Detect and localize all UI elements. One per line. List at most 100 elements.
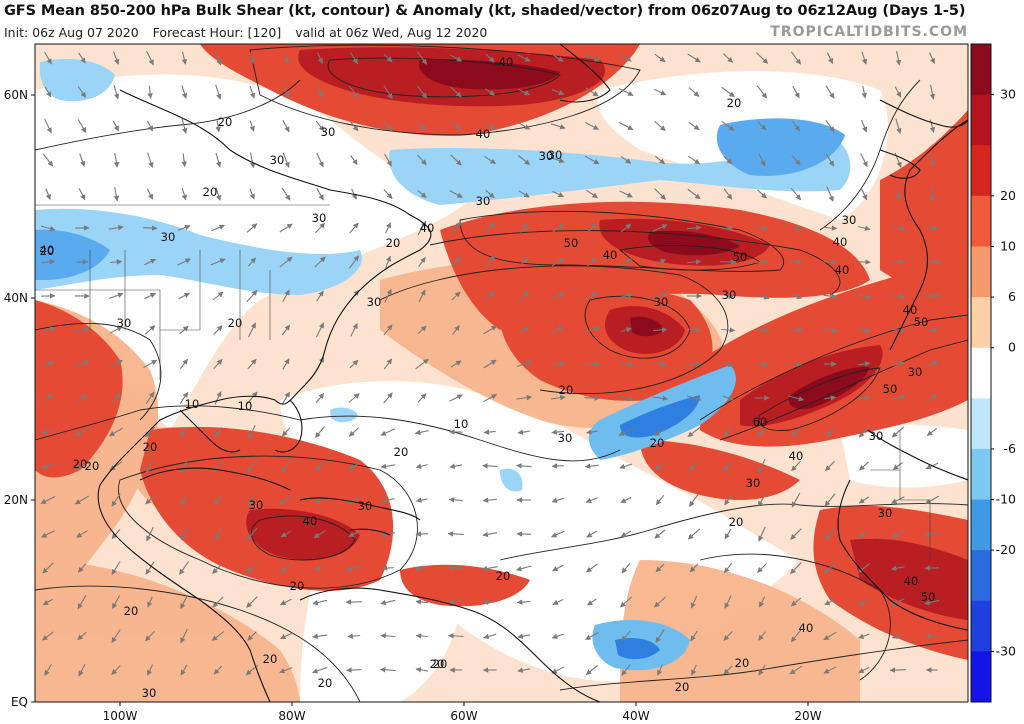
contour-value-label: 20 <box>433 657 448 671</box>
vector-arrow <box>247 257 257 267</box>
vector-arrow <box>279 256 293 268</box>
vector-arrow <box>724 595 732 609</box>
vector-arrow <box>384 153 392 167</box>
vector-arrow <box>349 52 359 65</box>
vector-arrow <box>75 427 89 437</box>
lon-label-100w: 100W <box>103 709 138 723</box>
vector-arrow <box>74 495 89 505</box>
vector-arrow <box>350 155 358 166</box>
vector-arrow <box>75 326 90 333</box>
vector-arrow <box>177 224 191 231</box>
vector-arrow <box>858 633 870 639</box>
vector-arrow <box>721 86 735 98</box>
vector-arrow <box>282 119 290 133</box>
vector-arrow <box>825 460 835 472</box>
vector-arrow <box>790 293 803 299</box>
contour-value-label: 20 <box>559 383 574 397</box>
vector-arrow <box>722 361 734 367</box>
vector-arrow <box>688 87 700 97</box>
vector-arrow <box>654 529 666 539</box>
vector-arrow <box>857 327 871 333</box>
vector-arrow <box>891 598 905 606</box>
vector-arrow <box>349 120 359 132</box>
vector-arrow <box>654 427 666 437</box>
lat-label-40n: 40N <box>4 291 28 305</box>
vector-arrow <box>924 599 940 606</box>
vector-arrow <box>416 85 428 99</box>
vector-arrow <box>688 493 700 507</box>
vector-arrow <box>652 224 668 232</box>
vector-arrow <box>211 224 225 232</box>
vector-arrow <box>482 497 497 503</box>
vector-arrow <box>791 120 801 132</box>
vector-arrow <box>147 152 154 169</box>
vector-arrow <box>687 155 701 165</box>
vector-arrow <box>790 187 802 201</box>
longitude-labels: 100W 80W 60W 40W 20W <box>103 709 822 723</box>
vector-arrow <box>451 121 461 131</box>
vector-arrow <box>485 189 495 199</box>
vector-arrow <box>895 50 902 66</box>
vector-arrow <box>450 221 462 235</box>
vector-arrow <box>113 187 120 202</box>
vector-arrow <box>42 153 54 167</box>
vector-arrow <box>415 463 428 469</box>
vector-arrow <box>758 631 766 641</box>
vector-arrow <box>929 119 936 133</box>
contour-value-label: 40 <box>833 235 848 249</box>
lat-label-60n: 60N <box>4 88 28 102</box>
contour-value-label: 40 <box>903 303 918 317</box>
vector-arrow <box>929 186 935 202</box>
vector-arrow <box>516 394 533 401</box>
colorbar-swatch <box>971 94 991 146</box>
contour-value-label: 30 <box>869 429 884 443</box>
vector-arrow <box>451 256 461 268</box>
vector-arrow <box>248 424 256 440</box>
colorbar-swatch <box>971 550 991 602</box>
forecast-hour: Forecast Hour: [120] <box>152 25 282 40</box>
vector-arrow <box>415 599 429 605</box>
vector-arrow <box>584 361 600 367</box>
contour-value-label: 30 <box>908 365 923 379</box>
vector-arrow <box>247 494 257 506</box>
vector-arrow <box>449 190 463 198</box>
vector-arrow <box>348 255 360 269</box>
vector-arrow <box>826 52 834 64</box>
vector-arrow <box>618 395 634 402</box>
vector-arrow <box>791 492 801 508</box>
vector-arrow <box>214 50 222 66</box>
contour-value-label: 20 <box>386 236 401 250</box>
colorbar-tick-label: -6 <box>1004 441 1017 456</box>
contour-value-label: 30 <box>312 211 327 225</box>
vector-arrow <box>516 463 532 469</box>
contour-value-label: 20 <box>228 316 243 330</box>
vector-arrow <box>584 54 600 62</box>
vector-arrow <box>281 427 291 437</box>
vector-arrow <box>925 360 939 368</box>
vector-arrow <box>381 565 394 571</box>
vector-arrow <box>451 291 461 301</box>
contour-value-label: 50 <box>564 236 579 250</box>
vector-arrow <box>519 290 529 302</box>
colorbar-tick-label: 20 <box>1000 188 1016 203</box>
vector-arrow <box>347 462 360 470</box>
vector-arrow <box>282 289 290 303</box>
vector-arrow <box>42 394 54 402</box>
vector-arrow <box>861 51 868 65</box>
colorbar-swatch <box>971 600 991 652</box>
vector-arrow <box>181 153 187 168</box>
vector-arrow <box>417 189 427 199</box>
political-boundaries <box>35 204 931 560</box>
contour-value-label: 40 <box>499 55 514 69</box>
vector-arrow <box>860 153 868 168</box>
map-frame <box>34 43 969 703</box>
vector-arrow <box>687 528 701 540</box>
vector-arrow <box>111 529 121 540</box>
vector-arrow <box>758 664 766 676</box>
vector-arrow <box>417 325 427 335</box>
vector-arrow <box>789 225 803 231</box>
vector-arrow <box>517 154 531 166</box>
vector-arrow <box>552 223 564 233</box>
vector-arrow <box>823 225 838 231</box>
